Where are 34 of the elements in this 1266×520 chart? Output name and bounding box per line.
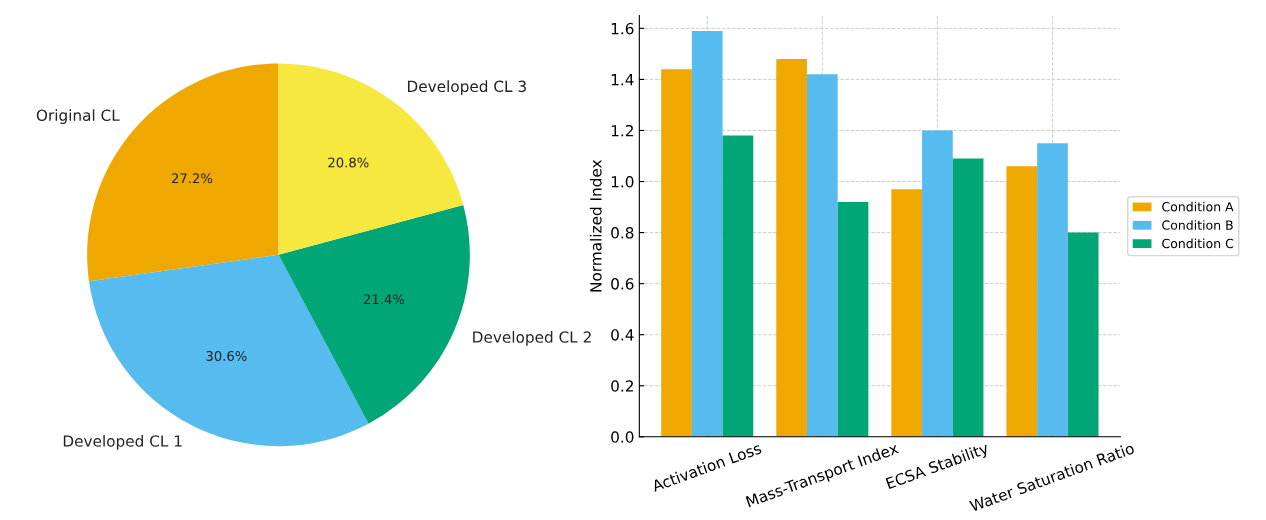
bar bbox=[891, 189, 923, 437]
bar bbox=[1067, 232, 1099, 437]
data-label: 30.6% bbox=[206, 350, 247, 361]
bar bbox=[691, 30, 723, 437]
y-tick-label: 0.2 bbox=[611, 380, 633, 392]
bar bbox=[661, 69, 692, 437]
slice-label: Original CL bbox=[36, 109, 120, 124]
y-axis-title: Normalized Index bbox=[589, 159, 602, 292]
y-tick-label: 1.2 bbox=[611, 124, 633, 137]
bar bbox=[1006, 166, 1038, 437]
y-tick-label: 1.6 bbox=[611, 22, 634, 35]
data-label: 20.8% bbox=[328, 157, 369, 168]
bar bbox=[1037, 143, 1068, 437]
bar bbox=[952, 158, 984, 437]
data-label: 27.2% bbox=[171, 173, 213, 184]
bar bbox=[922, 130, 953, 437]
pie-slice bbox=[278, 204, 470, 424]
bar bbox=[837, 201, 869, 437]
y-tick-label: 0.4 bbox=[611, 329, 634, 341]
bar bbox=[722, 135, 754, 437]
slice-label: Developed CL 2 bbox=[473, 331, 591, 346]
legend-label: Condition A bbox=[1162, 201, 1234, 212]
y-tick-label: 0.8 bbox=[611, 227, 634, 239]
slice-label: Developed CL 1 bbox=[63, 434, 182, 450]
bar bbox=[806, 74, 838, 437]
legend-label: Condition B bbox=[1162, 220, 1233, 230]
slice-label: Developed CL 3 bbox=[407, 80, 526, 96]
y-tick-label: 0.6 bbox=[611, 278, 634, 290]
y-tick-label: 0.0 bbox=[611, 431, 634, 443]
bar bbox=[776, 59, 807, 437]
y-tick-label: 1.4 bbox=[611, 74, 634, 86]
legend-label: Condition C bbox=[1162, 238, 1234, 249]
y-tick-label: 1.0 bbox=[611, 175, 634, 188]
data-label: 21.4% bbox=[363, 294, 405, 305]
